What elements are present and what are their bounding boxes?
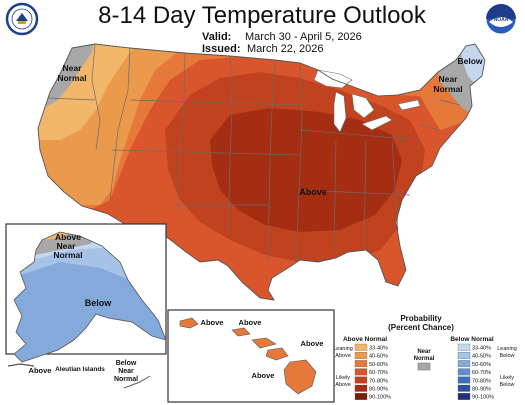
legend-near-header-2: Normal <box>414 356 435 362</box>
legend-above-swatch-2 <box>354 360 368 368</box>
page-title: 8-14 Day Temperature Outlook <box>98 2 427 29</box>
label-alaska-below-1: Below <box>116 360 137 367</box>
legend-above-range-1: 40-50% <box>369 354 388 360</box>
legend-leaning-above-2: Above <box>335 353 351 359</box>
conus-above-80-90 <box>210 108 402 232</box>
label-alaska-near-normal: Near <box>57 241 77 251</box>
label-hawaii-above-1: Above <box>201 318 224 327</box>
label-hawaii-above-4: Above <box>252 371 275 380</box>
label-alaska-above-aleutians: Above <box>29 366 52 375</box>
noaa-logo-icon: NOAA <box>485 3 517 35</box>
legend-below-range-4: 70-80% <box>472 378 491 384</box>
label-aleutian-islands: Aleutian Islands <box>55 366 105 373</box>
legend-above-range-4: 70-80% <box>369 378 388 384</box>
hawaii-inset <box>167 309 335 403</box>
legend-below-range-0: 33-40% <box>472 346 491 352</box>
legend-above-swatch-5 <box>354 384 368 392</box>
legend-above-scale: 33-40% 40-50% 50-60% 60-70% 70-80% 80-90% 90-1… <box>354 343 391 401</box>
label-below-northeast: Below <box>457 56 482 66</box>
legend-below-swatch-2 <box>457 360 471 368</box>
legend-below-header: Below Normal <box>450 336 494 343</box>
legend-below-range-2: 50-60% <box>472 362 491 368</box>
label-alaska-below: Below <box>85 298 113 308</box>
hawaii-maui <box>265 347 289 361</box>
legend-below-range-5: 80-90% <box>472 387 491 393</box>
legend-above-swatch-6 <box>354 393 368 400</box>
legend-near-header-1: Near <box>417 349 431 355</box>
legend-below-scale: 33-40% 40-50% 50-60% 60-70% 70-80% 80-90% 90-1… <box>457 343 494 401</box>
legend-above-range-3: 60-70% <box>369 370 388 376</box>
conus-below-33-40 <box>458 44 485 96</box>
legend-above-swatch-3 <box>354 368 368 376</box>
label-hawaii-above-2: Above <box>239 318 262 327</box>
hawaii-oahu <box>231 327 251 337</box>
legend-below-swatch-1 <box>457 352 471 359</box>
legend-above-range-6: 90-100% <box>369 395 391 401</box>
legend-near-swatch <box>417 362 431 371</box>
label-alaska-normal: Normal <box>53 250 82 260</box>
legend-likely-below-1: Likely <box>500 375 514 381</box>
hawaii-big-island <box>283 359 317 395</box>
legend-below-swatch-4 <box>457 376 471 384</box>
legend-leaning-above-1: Leaning <box>333 346 353 352</box>
legend-likely-above-2: Above <box>335 382 351 388</box>
legend-below-range-1: 40-50% <box>472 354 491 360</box>
legend-above-swatch-1 <box>354 352 368 359</box>
valid-label: Valid: <box>202 31 231 43</box>
doc-seal-icon <box>5 2 39 36</box>
lake-erie <box>361 115 393 131</box>
legend-title: Probability <box>400 314 442 323</box>
label-alaska-above: Above <box>55 232 81 242</box>
state-boundaries <box>47 43 461 261</box>
label-near-normal-east-1: Near <box>439 74 459 84</box>
legend-above-header: Above Normal <box>343 336 387 343</box>
legend-leaning-below-2: Below <box>500 353 515 359</box>
legend-below-swatch-6 <box>457 393 471 400</box>
alaska-outline <box>13 231 167 363</box>
label-near-normal-west-1: Near <box>63 63 83 73</box>
legend-above-swatch-4 <box>354 376 368 384</box>
alaska-panhandle-islands <box>123 375 151 389</box>
legend-below-swatch-3 <box>457 368 471 376</box>
legend: Probability (Percent Chance) Above Norma… <box>333 314 517 401</box>
legend-above-range-5: 80-90% <box>369 387 388 393</box>
legend-above-range-2: 50-60% <box>369 362 388 368</box>
legend-above-swatch-0 <box>354 343 368 351</box>
legend-below-swatch-5 <box>457 384 471 392</box>
lake-michigan <box>333 91 347 133</box>
legend-below-range-3: 60-70% <box>472 370 491 376</box>
label-hawaii-above-3: Above <box>301 339 324 348</box>
legend-below-range-6: 90-100% <box>472 395 494 401</box>
valid-date: March 30 - April 5, 2026 <box>245 31 362 43</box>
legend-leaning-below-1: Leaning <box>497 346 517 352</box>
aleutian-chain <box>7 363 35 367</box>
noaa-logo-text: NOAA <box>494 17 509 23</box>
label-near-normal-west-2: Normal <box>57 73 86 83</box>
issued-label: Issued: <box>202 43 241 55</box>
label-alaska-below-2: Near <box>118 368 134 375</box>
legend-above-range-0: 33-40% <box>369 346 388 352</box>
legend-likely-below-2: Below <box>500 382 515 388</box>
label-near-normal-east-2: Normal <box>433 84 462 94</box>
hawaii-molokai <box>251 337 277 349</box>
label-alaska-below-3: Normal <box>114 376 138 383</box>
legend-below-swatch-0 <box>457 343 471 351</box>
lake-huron <box>351 93 375 119</box>
label-above-center: Above <box>299 187 327 197</box>
legend-subtitle: (Percent Chance) <box>388 323 454 332</box>
legend-likely-above-1: Likely <box>336 375 350 381</box>
lake-ontario <box>397 99 421 111</box>
issued-date: March 22, 2026 <box>247 43 323 55</box>
alaska-inset <box>5 223 167 367</box>
hawaii-kauai <box>179 317 199 329</box>
